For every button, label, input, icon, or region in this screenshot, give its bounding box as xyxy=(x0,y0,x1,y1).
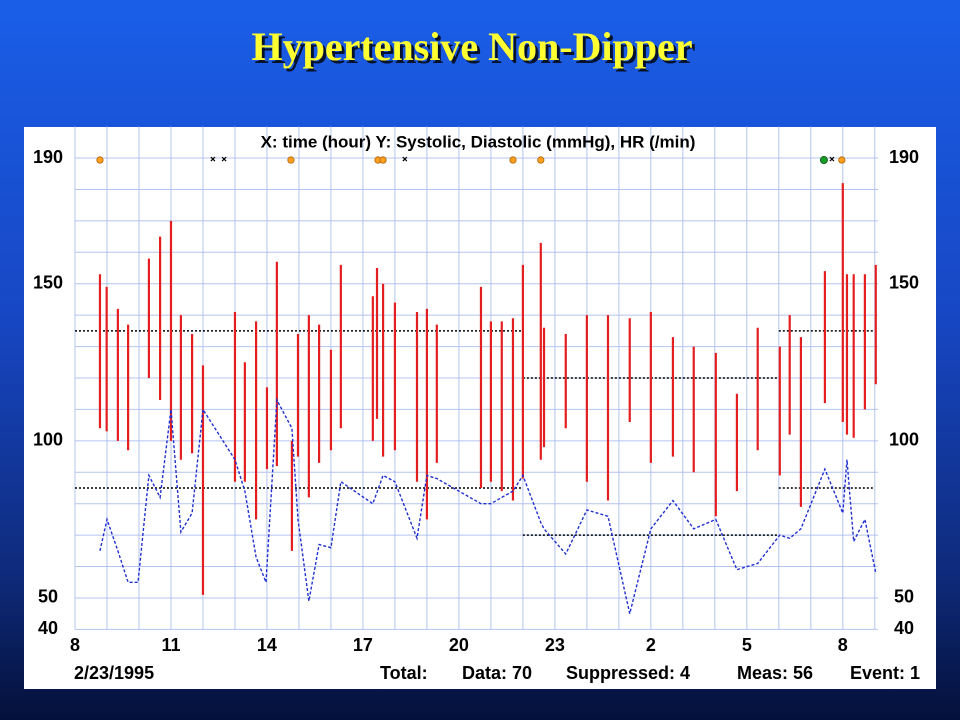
footer-date: 2/23/1995 xyxy=(74,663,154,683)
x-tick-label: 14 xyxy=(257,635,277,655)
suppressed-marker xyxy=(537,156,545,164)
y-tick-label: 100 xyxy=(33,430,63,450)
x-tick-label: 8 xyxy=(70,635,80,655)
event-marker xyxy=(819,156,828,165)
cross-marker xyxy=(829,156,835,162)
x-tick-label: 5 xyxy=(742,635,752,655)
suppressed-marker xyxy=(287,156,295,164)
x-tick-label: 17 xyxy=(353,635,373,655)
y-tick-label: 150 xyxy=(33,272,63,292)
footer-event: Event: 1 xyxy=(850,663,920,683)
suppressed-marker xyxy=(838,156,846,164)
chart-title: X: time (hour) Y: Systolic, Diastolic (m… xyxy=(261,132,696,151)
y2-tick-label: 50 xyxy=(894,587,914,607)
x-tick-label: 2 xyxy=(646,635,656,655)
y2-tick-label: 150 xyxy=(889,272,919,292)
suppressed-marker xyxy=(96,156,104,164)
hr-line xyxy=(99,397,877,614)
cross-marker xyxy=(402,156,408,162)
y2-tick-label: 190 xyxy=(889,147,919,167)
suppressed-marker xyxy=(379,156,387,164)
y-tick-label: 190 xyxy=(33,147,63,167)
y-tick-label: 50 xyxy=(38,587,58,607)
y2-tick-label: 40 xyxy=(894,618,914,638)
cross-marker xyxy=(221,156,227,162)
footer-total: Total: xyxy=(380,663,428,683)
suppressed-marker xyxy=(509,156,517,164)
cross-marker xyxy=(210,156,216,162)
slide-title: Hypertensive Non-Dipper xyxy=(251,24,692,69)
y2-tick-label: 100 xyxy=(889,430,919,450)
x-tick-label: 23 xyxy=(545,635,565,655)
footer-suppressed: Suppressed: 4 xyxy=(566,663,690,683)
footer-meas: Meas: 56 xyxy=(737,663,813,683)
footer-data: Data: 70 xyxy=(462,663,532,683)
x-tick-label: 20 xyxy=(449,635,469,655)
y-tick-label: 40 xyxy=(38,618,58,638)
x-tick-label: 11 xyxy=(161,635,180,655)
x-tick-label: 8 xyxy=(838,635,848,655)
plot xyxy=(74,126,878,630)
